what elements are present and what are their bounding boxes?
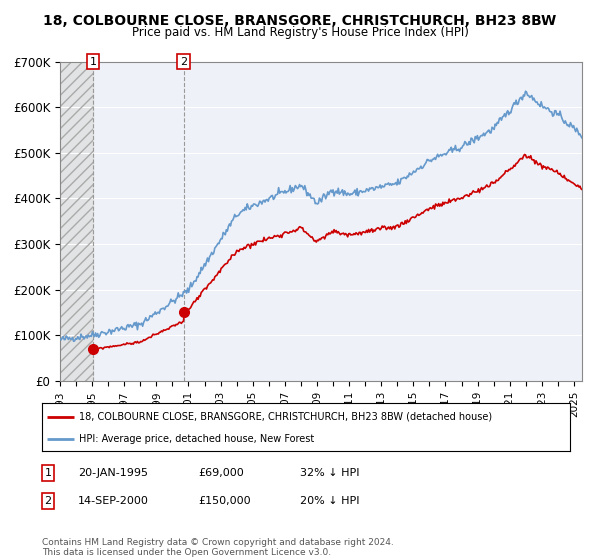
Text: £150,000: £150,000	[198, 496, 251, 506]
Text: 1: 1	[44, 468, 52, 478]
Text: 1: 1	[89, 57, 97, 67]
Text: 20-JAN-1995: 20-JAN-1995	[78, 468, 148, 478]
Text: 20% ↓ HPI: 20% ↓ HPI	[300, 496, 359, 506]
Text: £69,000: £69,000	[198, 468, 244, 478]
Text: 18, COLBOURNE CLOSE, BRANSGORE, CHRISTCHURCH, BH23 8BW: 18, COLBOURNE CLOSE, BRANSGORE, CHRISTCH…	[43, 14, 557, 28]
Text: 18, COLBOURNE CLOSE, BRANSGORE, CHRISTCHURCH, BH23 8BW (detached house): 18, COLBOURNE CLOSE, BRANSGORE, CHRISTCH…	[79, 412, 492, 422]
Text: 2: 2	[180, 57, 187, 67]
Text: Price paid vs. HM Land Registry's House Price Index (HPI): Price paid vs. HM Land Registry's House …	[131, 26, 469, 39]
Text: 2: 2	[44, 496, 52, 506]
Text: 14-SEP-2000: 14-SEP-2000	[78, 496, 149, 506]
Bar	[60, 62, 93, 381]
Bar	[60, 62, 93, 381]
Text: HPI: Average price, detached house, New Forest: HPI: Average price, detached house, New …	[79, 434, 314, 444]
Text: Contains HM Land Registry data © Crown copyright and database right 2024.
This d: Contains HM Land Registry data © Crown c…	[42, 538, 394, 557]
Text: 32% ↓ HPI: 32% ↓ HPI	[300, 468, 359, 478]
